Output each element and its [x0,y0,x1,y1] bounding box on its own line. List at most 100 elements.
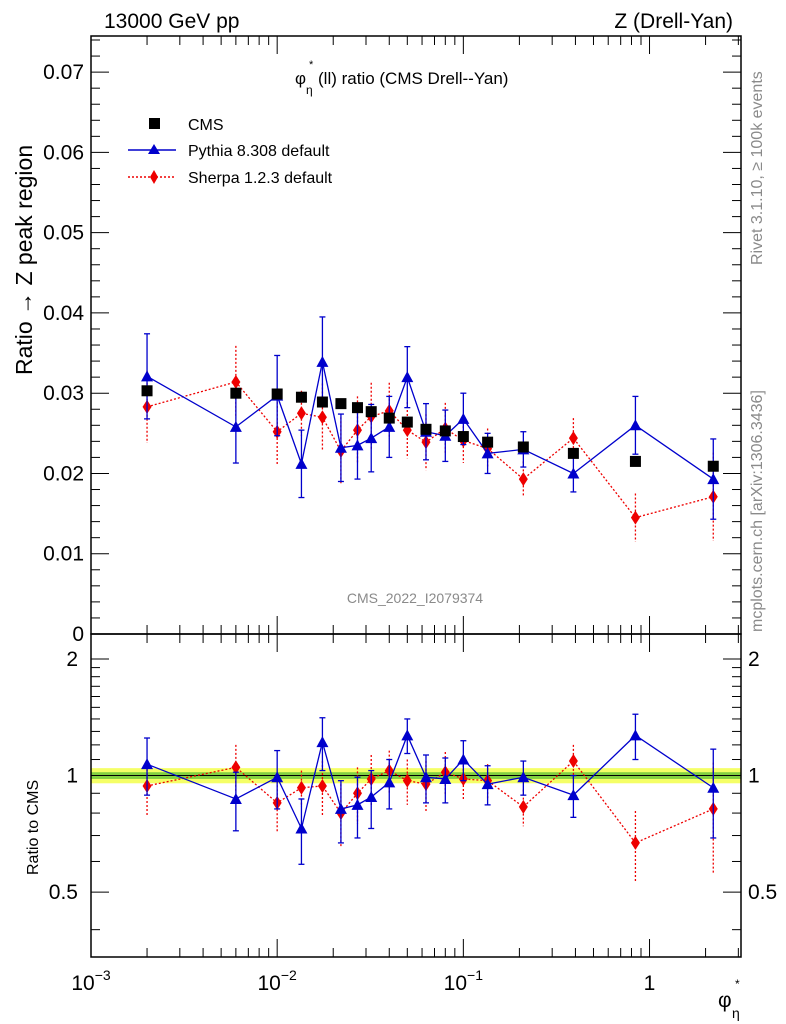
main-cms-point [517,441,529,453]
ratio-pythia-point [401,729,414,741]
main-cms-point [401,416,413,428]
main-y-tick-label: 0.02 [43,462,84,485]
main-pythia-point [316,355,329,367]
main-cms-point [316,396,328,408]
main-cms-point [457,431,469,443]
ratio-pythia-point [229,792,242,804]
x-axis-title: φ * η [718,977,740,1021]
ratio-sherpa-line [146,760,714,844]
main-cms-point [567,447,579,459]
x-axis-title-phi: φ [718,989,732,1012]
plot-title: φ * η (ll) ratio (CMS Drell--Yan) [295,59,508,97]
ratio-sherpa-point [317,778,327,793]
ratio-pythia-point [629,729,642,741]
ratio-sherpa-point [568,754,578,769]
legend-sherpa-label: Sherpa 1.2.3 default [188,170,333,187]
ratio-sherpa-point [231,760,241,775]
ratio-pythia-point [457,753,470,765]
legend-cms-label: CMS [188,117,224,134]
ratio-pythia-point [517,771,530,783]
ratio-y-tick-label: 1 [66,765,78,788]
ratio-pythia-point [141,758,154,770]
legend: CMS Pythia 8.308 default Sherpa 1.2.3 de… [128,117,333,187]
ratio-y-tick-label: 0.5 [49,881,78,904]
main-y-tick-label: 0.01 [43,543,84,566]
main-pythia-point [707,473,720,485]
main-y-tick-label: 0.04 [43,302,84,325]
x-tick-label: 10−3 [71,967,111,995]
analysis-watermark: CMS_2022_I2079374 [347,590,483,606]
main-ylabel: Ratio → Z peak region [11,145,37,375]
plot-title-eta: η [306,83,313,97]
main-cms-point [295,391,307,403]
main-pythia-point [481,447,494,459]
main-sherpa-point [296,406,306,421]
ratio-pythia-line [146,733,714,831]
ratio-pythia-point [439,772,452,784]
main-sherpa-line [146,381,714,519]
main-cms-point [335,398,347,410]
main-pythia-point [141,370,154,382]
ratio-pythia-point [351,798,364,810]
main-cms-point [271,388,283,400]
ratio-pythia-point [271,771,284,783]
legend-pythia-marker [148,144,160,154]
ratio-y-tick-label-right: 2 [748,648,760,671]
ratio-sherpa-point [630,835,640,850]
main-cms-point [707,460,719,472]
ratio-pythia-point [295,822,308,834]
ratio-pythia-point [365,791,378,803]
legend-cms-marker [149,118,160,129]
ratio-sherpa-point [296,780,306,795]
main-pythia-point [457,412,470,424]
main-sherpa-point [568,431,578,446]
main-cms-point [141,385,153,397]
main-y-tick-label: 0 [72,623,84,646]
ratio-pythia-point [316,736,329,748]
main-pythia-point [401,371,414,383]
plot-title-phi: φ [295,69,306,88]
ratio-y-tick-label: 2 [66,648,78,671]
main-pythia-point [229,420,242,432]
x-tick-label: 10−2 [258,967,298,995]
main-y-tick-label: 0.03 [43,382,84,405]
main-cms-point [629,455,641,467]
main-pythia-line [146,361,714,480]
main-cms-point [420,423,432,435]
ratio-sherpa-point [518,799,528,814]
x-axis-title-star: * [735,977,740,991]
ratio-pythia-point [481,778,494,790]
main-pythia-point [334,441,347,453]
main-pythia-point [351,439,364,451]
mcplots-label: mcplots.cern.ch [arXiv:1306.3436] [749,390,766,632]
main-pythia-point [383,420,396,432]
ratio-pythia-point [707,781,720,793]
main-sherpa-point [231,374,241,389]
main-y-tick-label: 0.06 [43,141,84,164]
legend-pythia-label: Pythia 8.308 default [188,143,330,160]
main-cms-point [351,402,363,414]
ratio-pythia-point [334,802,347,814]
ratio-y-tick-label-right: 1 [748,765,760,788]
main-sherpa-point [518,472,528,487]
plot-layer: 10−3 10−2 10−1 1 0 0.01 0.02 0.03 0.04 0.05 0.06 0.… [43,35,777,995]
plot-title-text: (ll) ratio (CMS Drell--Yan) [318,69,508,88]
ratio-y-tick-label-right: 0.5 [748,881,777,904]
ratio-pythia-point [383,776,396,788]
main-cms-point [482,436,494,448]
ratio-panel-frame [90,633,742,958]
x-tick-label: 1 [644,972,656,995]
main-sherpa-point [630,510,640,525]
main-cms-point [383,412,395,424]
main-sherpa-point [317,410,327,425]
legend-sherpa-marker [150,170,158,184]
x-axis-title-eta: η [732,1005,740,1021]
ratio-pythia-point [567,789,580,801]
main-y-tick-label: 0.05 [43,222,84,245]
ratio-sherpa-point [402,773,412,788]
main-pythia-point [295,457,308,469]
main-pythia-point [629,419,642,431]
x-tick-label: 10−1 [444,967,484,995]
main-cms-point [365,406,377,418]
